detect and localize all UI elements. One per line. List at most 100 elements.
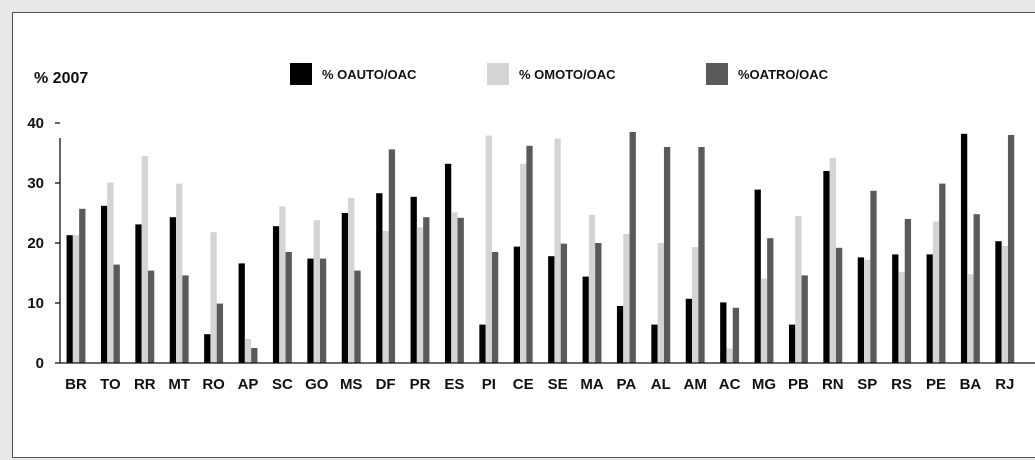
bar-sc-series-2 xyxy=(279,206,286,363)
y-tick-label: 10 xyxy=(27,295,44,312)
bar-pe-series-1 xyxy=(926,254,933,363)
legend-label: % OAUTO/OAC xyxy=(322,67,417,82)
x-tick-label: RS xyxy=(891,376,912,393)
bar-pb-series-3 xyxy=(801,275,808,363)
bar-to-series-2 xyxy=(107,182,114,363)
x-tick-label: BR xyxy=(65,376,87,393)
bar-rj-series-3 xyxy=(1007,135,1015,363)
x-tick-label: PR xyxy=(410,376,431,393)
bar-se-series-2 xyxy=(554,138,561,363)
bar-pa-series-1 xyxy=(616,306,624,363)
bar-ap-series-2 xyxy=(244,339,252,363)
bar-br-series-1 xyxy=(66,235,73,363)
bar-es-series-3 xyxy=(457,217,464,363)
bar-ap-series-3 xyxy=(251,348,258,363)
y-tick-label: 30 xyxy=(27,175,44,192)
bar-es-series-2 xyxy=(451,212,458,363)
bar-df-series-1 xyxy=(376,193,383,363)
x-tick-label: RN xyxy=(822,376,844,393)
x-tick-label: BA xyxy=(960,376,982,393)
chart-frame: % 2007 % OAUTO/OAC% OMOTO/OAC %OATRO/OAC … xyxy=(12,12,1035,458)
bar-mg-series-3 xyxy=(767,238,774,363)
bar-pi-series-3 xyxy=(491,252,499,363)
bar-pe-series-3 xyxy=(939,183,946,363)
bar-es-series-1 xyxy=(444,163,452,363)
bar-mg-series-2 xyxy=(760,278,768,363)
bar-am-series-3 xyxy=(698,147,705,363)
legend-swatch xyxy=(290,63,312,85)
bar-mt-series-3 xyxy=(182,275,189,363)
bar-pa-series-2 xyxy=(623,234,630,363)
bar-ms-series-1 xyxy=(341,213,349,363)
bar-mg-series-1 xyxy=(754,189,761,363)
x-tick-label: MT xyxy=(168,376,190,393)
bar-sc-series-3 xyxy=(285,252,292,363)
bar-rr-series-3 xyxy=(147,270,155,363)
x-tick-label: MG xyxy=(752,376,776,393)
bar-ms-series-3 xyxy=(354,270,361,363)
y-tick-label: 40 xyxy=(27,115,44,132)
bar-ac-series-1 xyxy=(720,302,727,363)
y-axis: 0 10 20 30 40 xyxy=(27,115,61,372)
x-tick-label: SE xyxy=(548,376,568,393)
bar-al-series-3 xyxy=(663,147,671,363)
bar-se-series-1 xyxy=(548,256,555,363)
x-tick-label: RJ xyxy=(995,376,1014,393)
bar-am-series-2 xyxy=(692,247,699,363)
bar-pa-series-3 xyxy=(629,132,636,363)
bar-rs-series-1 xyxy=(892,254,899,363)
bar-rj-series-2 xyxy=(1001,246,1008,363)
bar-ce-series-3 xyxy=(526,145,533,363)
x-tick-label: CE xyxy=(513,376,534,393)
legend-swatch xyxy=(487,63,509,85)
bar-ma-series-3 xyxy=(595,243,602,363)
bar-rn-series-3 xyxy=(835,247,843,363)
x-tick-label: GO xyxy=(305,376,329,393)
legend-label: %OATRO/OAC xyxy=(738,67,829,82)
bar-al-series-2 xyxy=(657,243,664,363)
bar-to-series-3 xyxy=(113,264,120,363)
bar-pb-series-2 xyxy=(795,216,802,363)
x-tick-label: RO xyxy=(202,376,225,393)
bar-mt-series-2 xyxy=(176,183,183,363)
bar-al-series-1 xyxy=(651,324,658,363)
bar-go-series-3 xyxy=(319,258,327,363)
x-axis: BR TO RR MT RO AP SC GO MS DF PR ES PI CE SE MA PA AL AM AC… xyxy=(60,362,1035,393)
bar-pi-series-1 xyxy=(479,324,486,363)
bar-df-series-3 xyxy=(388,149,396,363)
bar-pr-series-3 xyxy=(423,217,430,363)
bar-to-series-1 xyxy=(100,205,108,363)
x-tick-label: PE xyxy=(926,376,946,393)
x-tick-label: PA xyxy=(617,376,637,393)
bar-ms-series-2 xyxy=(348,198,355,363)
bar-sp-series-1 xyxy=(857,257,865,363)
bar-ma-series-2 xyxy=(588,214,596,363)
bar-sp-series-3 xyxy=(870,190,877,363)
bar-ac-series-3 xyxy=(732,307,740,363)
bar-pr-series-2 xyxy=(416,227,424,363)
bar-mt-series-1 xyxy=(169,217,177,363)
bar-pr-series-1 xyxy=(410,196,417,363)
x-tick-label: DF xyxy=(376,376,396,393)
x-tick-label: AL xyxy=(651,376,671,393)
bar-ba-series-3 xyxy=(973,214,980,363)
bar-se-series-3 xyxy=(560,243,568,363)
bars xyxy=(66,132,1015,363)
bar-sc-series-1 xyxy=(272,226,280,363)
bar-ma-series-1 xyxy=(582,276,589,363)
bar-ro-series-3 xyxy=(216,303,224,363)
bar-ce-series-1 xyxy=(513,246,521,363)
bar-rs-series-2 xyxy=(898,271,905,363)
bar-pi-series-2 xyxy=(485,135,492,363)
bar-rj-series-1 xyxy=(995,241,1002,363)
y-tick-label: 20 xyxy=(27,235,44,252)
x-tick-label: PB xyxy=(788,376,809,393)
bar-br-series-3 xyxy=(79,208,86,363)
bar-ac-series-2 xyxy=(726,348,733,363)
x-tick-label: PI xyxy=(482,376,496,393)
x-tick-label: RR xyxy=(134,376,156,393)
bar-rr-series-1 xyxy=(135,224,142,363)
bar-sp-series-2 xyxy=(864,259,871,363)
x-tick-label: AP xyxy=(238,376,259,393)
bar-df-series-2 xyxy=(382,231,389,363)
